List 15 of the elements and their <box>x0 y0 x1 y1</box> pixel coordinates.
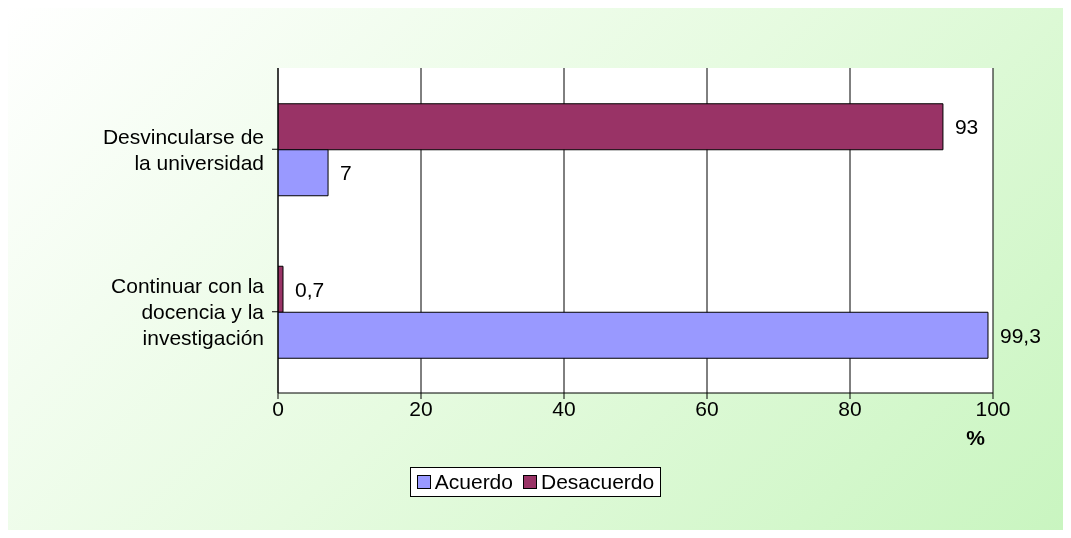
data-label: 0,7 <box>295 277 325 301</box>
y-tick-label: Continuar con la docencia y la investigación <box>111 274 265 350</box>
x-axis-title: % <box>966 426 986 449</box>
data-label: 7 <box>340 161 352 185</box>
x-tick-label: 60 <box>695 396 719 420</box>
data-label: 93 <box>954 115 979 139</box>
x-tick-label: 20 <box>409 396 433 420</box>
x-tick-label: 40 <box>552 396 576 420</box>
x-tick-label: 0 <box>272 396 284 420</box>
legend-label: Desacuerdo <box>540 470 655 494</box>
legend-label: Acuerdo <box>433 470 513 494</box>
x-tick-label: 80 <box>838 396 862 420</box>
x-tick-label: 100 <box>975 396 1011 420</box>
y-tick-label: Desvincularse de la universidad <box>102 124 264 174</box>
data-label: 99,3 <box>999 323 1041 347</box>
